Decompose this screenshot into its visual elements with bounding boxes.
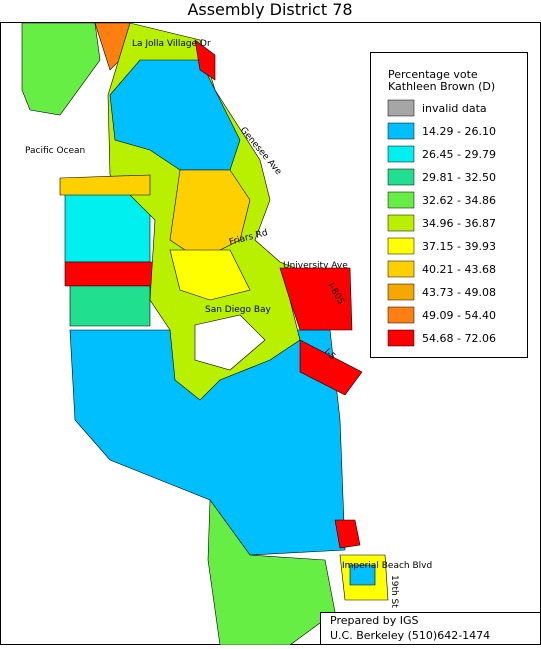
- legend-swatch: [387, 122, 415, 140]
- legend-title: Kathleen Brown (D): [388, 80, 495, 93]
- title: Assembly District 78: [187, 0, 352, 19]
- legend-swatch: [387, 237, 415, 255]
- legend-swatch: [387, 191, 415, 209]
- region: [207, 499, 336, 646]
- legend-label: 32.62 - 34.86: [422, 194, 496, 207]
- region: [64, 261, 156, 287]
- region: [109, 59, 241, 171]
- legend-swatch: [387, 168, 415, 186]
- place-label: Pacific Ocean: [25, 146, 85, 156]
- region: [334, 519, 361, 549]
- legend-label: 40.21 - 43.68: [422, 263, 496, 276]
- region: [194, 314, 266, 371]
- street-label: La Jolla Village Dr: [132, 39, 211, 49]
- region: [169, 249, 251, 301]
- legend-label: 49.09 - 54.40: [422, 309, 496, 322]
- legend-swatch: [387, 260, 415, 278]
- legend-label: invalid data: [422, 102, 487, 115]
- region: [169, 169, 251, 261]
- region: [349, 564, 376, 586]
- footer-line: U.C. Berkeley (510)642-1474: [330, 629, 490, 642]
- street-label: Imperial Beach Blvd: [342, 561, 432, 571]
- legend-label: 43.73 - 49.08: [422, 286, 496, 299]
- map-regions: [21, 22, 389, 646]
- place-label: San Diego Bay: [205, 305, 272, 315]
- legend-label: 54.68 - 72.06: [422, 332, 496, 345]
- legend-swatch: [387, 214, 415, 232]
- region: [299, 339, 363, 396]
- legend-swatch: [387, 329, 415, 347]
- legend-swatch: [387, 99, 415, 117]
- street-label: University Ave: [283, 261, 348, 271]
- street-label: 19th St: [389, 575, 399, 608]
- legend-swatch: [387, 283, 415, 301]
- legend-label: 26.45 - 29.79: [422, 148, 496, 161]
- footer-line: Prepared by IGS: [330, 614, 418, 627]
- legend-label: 37.15 - 39.93: [422, 240, 496, 253]
- legend-label: 29.81 - 32.50: [422, 171, 496, 184]
- region: [279, 267, 353, 331]
- region: [194, 39, 216, 81]
- legend-swatch: [387, 145, 415, 163]
- region: [69, 285, 151, 327]
- legend-label: 14.29 - 26.10: [422, 125, 496, 138]
- region: [59, 174, 151, 196]
- footer-box: [320, 612, 541, 645]
- legend-swatch: [387, 306, 415, 324]
- legend-label: 34.96 - 36.87: [422, 217, 496, 230]
- legend-title: Percentage vote: [388, 68, 478, 81]
